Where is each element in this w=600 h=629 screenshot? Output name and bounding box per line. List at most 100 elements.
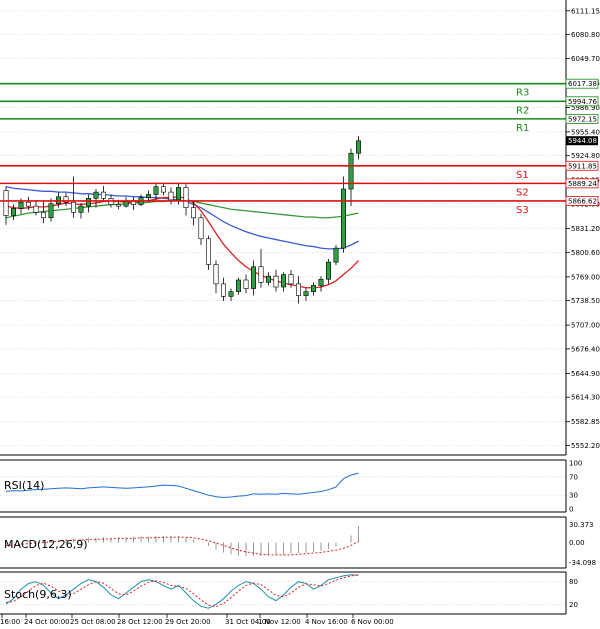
level-label: S2 (516, 187, 529, 198)
price-tick-label: 5955.40 (571, 128, 600, 136)
stoch-label: Stoch(9,6,3) (4, 588, 72, 601)
level-label: R3 (516, 88, 529, 99)
candle-body (198, 217, 204, 240)
level-tag-box (565, 178, 599, 189)
level-label: R1 (516, 123, 529, 134)
rsi-label: RSI(14) (4, 479, 44, 492)
rsi-panel: 100 70 30 0 RSI(14) (0, 459, 582, 514)
candle-body (101, 191, 107, 199)
stoch-panel: 80 20 Stoch(9,6,3) (0, 571, 578, 615)
stoch-signal-line (5, 574, 359, 608)
level-tag-box (565, 113, 599, 124)
level-tag-box (565, 78, 599, 89)
level-tags: 6017.38 5994.76 5972.15 5911.85 5889.24 5866.… (565, 78, 599, 206)
price-tick-label: 5769.00 (571, 273, 600, 281)
price-tick-label: 5924.80 (571, 152, 600, 160)
stoch-tick-label: 80 (569, 578, 578, 586)
candle-body (228, 291, 234, 297)
candle-body (123, 201, 129, 207)
price-tick-label: 5582.85 (571, 418, 600, 426)
candle-body (280, 274, 286, 288)
time-tick-label: 16:00 (0, 618, 20, 626)
candle-body (213, 264, 219, 285)
candles (3, 136, 361, 304)
candle-body (295, 283, 301, 296)
rsi-tick-label: 30 (569, 492, 578, 500)
rsi-axis: 100 70 30 0 (569, 460, 582, 514)
candle-body (340, 188, 346, 249)
time-tick-label: 29 Oct 20:00 (165, 618, 211, 626)
candle-body (33, 205, 39, 213)
price-tick-label: 6111.15 (571, 7, 600, 15)
candle-body (348, 152, 354, 190)
level-tag-value: 5972.15 (568, 115, 597, 123)
price-tick-label: 5831.20 (571, 225, 600, 233)
macd-label: MACD(12,26,9) (4, 538, 88, 551)
candle-body (116, 204, 122, 207)
candle-body (251, 266, 257, 289)
candle-body (146, 194, 152, 198)
candle-body (3, 190, 9, 216)
level-tag-value: 5889.24 (568, 180, 597, 188)
candle-body (325, 261, 331, 280)
candle-body (310, 285, 316, 292)
stoch-main-line (5, 574, 359, 609)
time-tick-label: 31 Oct 04:00 (225, 618, 271, 626)
candle-body (48, 203, 54, 219)
candle-body (18, 201, 24, 209)
candle-body (25, 201, 31, 207)
candle-body (78, 205, 84, 213)
price-grid (0, 10, 566, 446)
candle-body (273, 275, 279, 288)
macd-tick-label: 0.00 (569, 539, 585, 547)
level-tag-box (565, 196, 599, 206)
price-tick-label: 5676.40 (571, 345, 600, 353)
level-tag-box (565, 96, 599, 107)
macd-panel: 30.373 0.00 -34.098 MACD(12,26,9) (0, 516, 596, 569)
level-label: R2 (516, 105, 529, 116)
level-tag-box (565, 160, 599, 171)
price-tick-label: 6049.70 (571, 55, 600, 63)
time-tick-label: 4 Nov 16:00 (305, 618, 348, 626)
level-label: S1 (516, 170, 529, 181)
rsi-tick-label: 0 (569, 506, 573, 514)
macd-histogram (5, 526, 359, 557)
rsi-line (5, 472, 359, 499)
last-price-tag: 5944.08 (568, 137, 597, 145)
candle-body (71, 201, 77, 213)
candle-body (333, 247, 339, 263)
rsi-grid (0, 476, 566, 496)
candle-body (168, 191, 174, 201)
candle-body (191, 207, 197, 219)
candle-body (176, 187, 182, 201)
last-price-tag-box (566, 136, 598, 146)
candle-body (236, 279, 242, 292)
candle-body (40, 212, 46, 219)
stoch-tick-label: 20 (569, 601, 578, 609)
level-tag-value: 5866.62 (568, 197, 597, 205)
macd-signal-line (5, 536, 359, 556)
price-tick-label: 5800.60 (571, 249, 600, 257)
time-axis: 16:00 24 Oct 00:00 25 Oct 08:00 28 Oct 12:0… (0, 614, 394, 626)
price-tick-label: 5552.20 (571, 442, 600, 450)
time-tick-label: 28 Oct 12:00 (117, 618, 163, 626)
rsi-tick-label: 70 (569, 473, 578, 481)
time-tick-label: 24 Oct 00:00 (24, 618, 70, 626)
pivot-levels: R3 R2 R1 S1 S2 S3 (0, 82, 566, 216)
candle-body (63, 196, 69, 203)
price-tick-label: 6080.80 (571, 31, 600, 39)
candle-body (258, 266, 264, 283)
price-tick-label: 5986.90 (571, 104, 600, 112)
rsi-tick-label: 100 (569, 460, 582, 468)
candle-body (161, 186, 167, 193)
candle-body (206, 238, 212, 265)
level-tag-value: 5911.85 (568, 162, 597, 170)
candle-body (355, 140, 361, 154)
candle-body (93, 191, 99, 199)
time-tick-label: 6 Nov 00:00 (351, 618, 394, 626)
candle-body (243, 279, 249, 289)
candle-body (183, 187, 189, 208)
candle-body (288, 274, 294, 285)
